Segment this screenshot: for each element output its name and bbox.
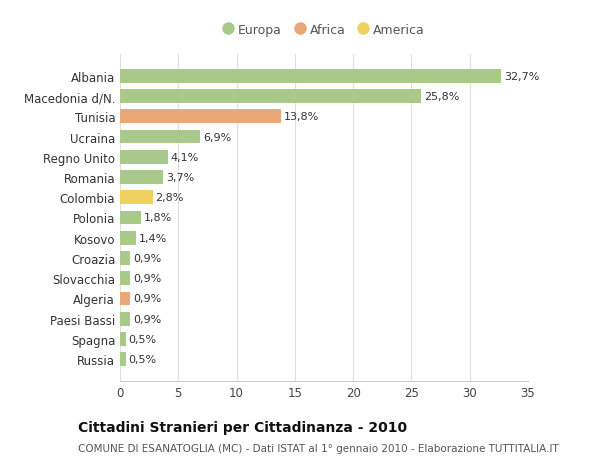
- Text: 32,7%: 32,7%: [504, 72, 539, 82]
- Bar: [120, 353, 126, 366]
- Bar: [120, 171, 163, 185]
- Bar: [120, 332, 126, 346]
- Text: 3,7%: 3,7%: [166, 173, 194, 183]
- Text: 0,5%: 0,5%: [129, 354, 157, 364]
- Bar: [120, 70, 501, 84]
- Legend: Europa, Africa, America: Europa, Africa, America: [218, 19, 430, 42]
- Bar: [120, 292, 130, 306]
- Text: 0,9%: 0,9%: [133, 253, 161, 263]
- Bar: [120, 151, 168, 164]
- Text: 25,8%: 25,8%: [424, 92, 459, 102]
- Bar: [120, 211, 141, 225]
- Bar: [120, 231, 136, 245]
- Text: 4,1%: 4,1%: [171, 152, 199, 162]
- Text: 1,8%: 1,8%: [144, 213, 172, 223]
- Bar: [120, 130, 200, 144]
- Text: 6,9%: 6,9%: [203, 132, 232, 142]
- Text: 0,9%: 0,9%: [133, 314, 161, 324]
- Text: 1,4%: 1,4%: [139, 233, 167, 243]
- Text: 0,5%: 0,5%: [129, 334, 157, 344]
- Text: 13,8%: 13,8%: [284, 112, 319, 122]
- Bar: [120, 312, 130, 326]
- Bar: [120, 90, 421, 104]
- Bar: [120, 272, 130, 285]
- Text: Cittadini Stranieri per Cittadinanza - 2010: Cittadini Stranieri per Cittadinanza - 2…: [78, 420, 407, 434]
- Bar: [120, 110, 281, 124]
- Bar: [120, 252, 130, 265]
- Text: 0,9%: 0,9%: [133, 274, 161, 284]
- Text: COMUNE DI ESANATOGLIA (MC) - Dati ISTAT al 1° gennaio 2010 - Elaborazione TUTTIT: COMUNE DI ESANATOGLIA (MC) - Dati ISTAT …: [78, 443, 559, 453]
- Text: 0,9%: 0,9%: [133, 294, 161, 304]
- Bar: [120, 191, 152, 205]
- Text: 2,8%: 2,8%: [155, 193, 184, 203]
